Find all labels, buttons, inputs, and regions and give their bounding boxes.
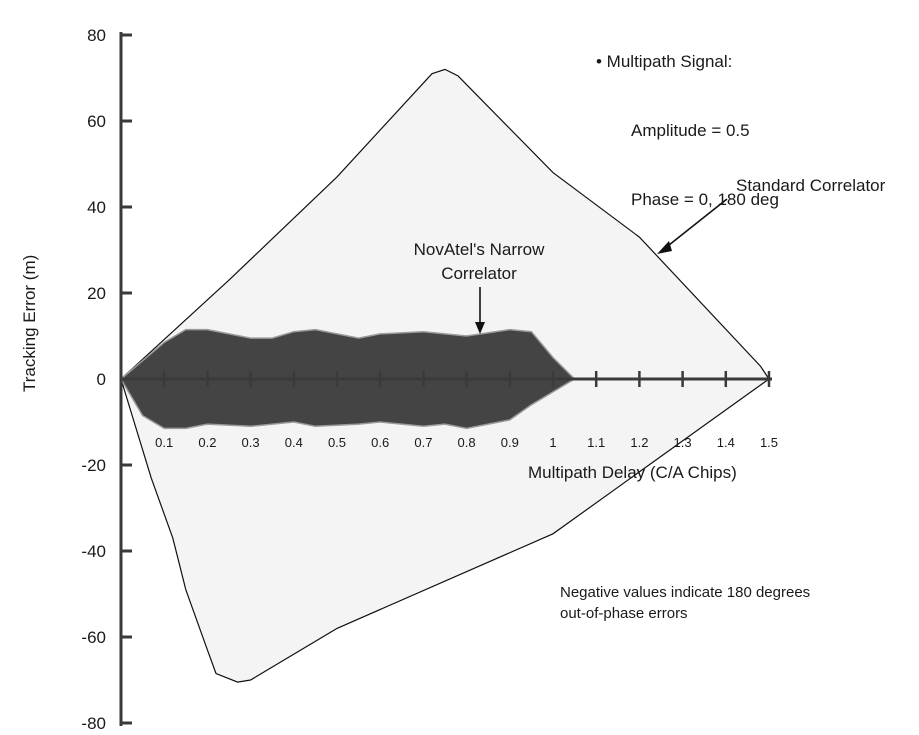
y-axis: 80 60 40 20 0 -20 -40 -60 -80: [81, 26, 132, 733]
y-tick-label: 20: [87, 284, 106, 303]
negative-note-line1: Negative values indicate 180 degrees: [560, 584, 811, 601]
y-tick-label: -20: [81, 456, 106, 475]
x-tick-label: 0.5: [328, 435, 346, 450]
x-tick-label: 0.4: [285, 435, 303, 450]
x-tick-label: 0.9: [501, 435, 519, 450]
y-tick-label: -80: [81, 714, 106, 733]
standard-correlator-label: Standard Correlator: [736, 176, 886, 195]
y-tick-label: -40: [81, 542, 106, 561]
multipath-heading: • Multipath Signal:: [596, 52, 733, 71]
y-tick-label: 40: [87, 198, 106, 217]
x-tick-label: 0.8: [458, 435, 476, 450]
y-tick-label: 80: [87, 26, 106, 45]
amplitude-value: Amplitude = 0.5: [631, 121, 750, 140]
narrow-label-line2: Correlator: [441, 264, 517, 283]
y-axis-title: Tracking Error (m): [20, 254, 39, 392]
narrow-arrow-head: [475, 322, 485, 334]
x-tick-label: 0.6: [371, 435, 389, 450]
negative-note-line2: out-of-phase errors: [560, 605, 688, 622]
x-tick-label: 0.3: [242, 435, 260, 450]
narrow-label-line1: NovAtel's Narrow: [413, 240, 545, 259]
standard-arrow-shaft: [663, 198, 728, 250]
multipath-signal-note: • Multipath Signal: Amplitude = 0.5 Phas…: [596, 4, 779, 234]
x-tick-label: 1.1: [587, 435, 605, 450]
phase-value: Phase = 0, 180 deg: [631, 190, 779, 209]
x-axis: 0.1 0.2 0.3 0.4 0.5 0.6 0.7 0.8 0.9 1 1.1 1.2 1.3 1.4…: [121, 371, 778, 450]
x-tick-label: 0.2: [198, 435, 216, 450]
x-tick-label: 1: [549, 435, 556, 450]
x-axis-title: Multipath Delay (C/A Chips): [528, 463, 737, 482]
y-tick-label: 0: [97, 370, 106, 389]
x-tick-label: 1.5: [760, 435, 778, 450]
standard-arrow-head: [657, 241, 672, 254]
x-tick-label: 1.4: [717, 435, 735, 450]
x-tick-label: 1.3: [674, 435, 692, 450]
x-tick-label: 0.1: [155, 435, 173, 450]
x-tick-label: 1.2: [630, 435, 648, 450]
y-tick-label: 60: [87, 112, 106, 131]
narrow-correlator-label: NovAtel's Narrow Correlator: [364, 238, 594, 286]
x-tick-label: 0.7: [414, 435, 432, 450]
negative-values-note: Negative values indicate 180 degrees out…: [560, 582, 810, 624]
annotation-arrows: [475, 198, 728, 334]
y-tick-label: -60: [81, 628, 106, 647]
